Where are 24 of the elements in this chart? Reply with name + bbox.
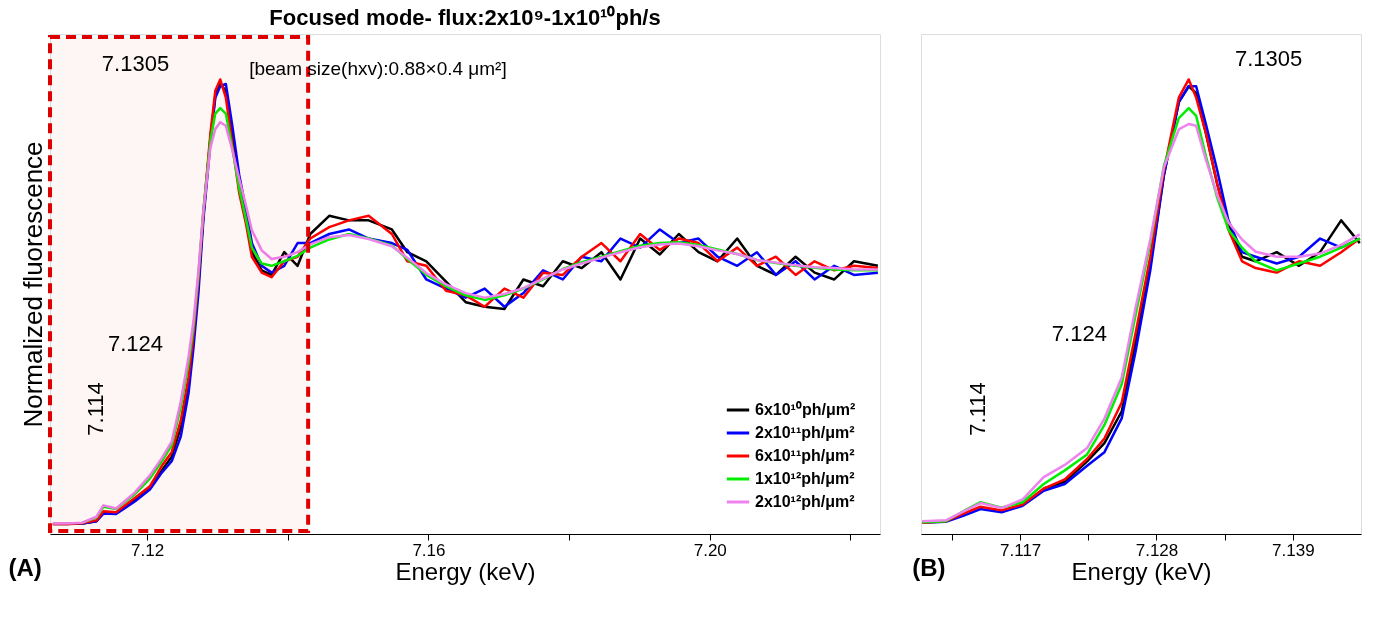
annotation: 7.124 — [1051, 321, 1107, 346]
annotation: 7.114 — [965, 382, 991, 436]
x-axis-title: Energy (keV) — [1071, 557, 1212, 585]
text: 7.1305 — [1234, 46, 1303, 71]
legend-label: 6x10¹¹ph/μm² — [755, 447, 855, 464]
x-axis-title: Energy (keV) — [395, 557, 536, 585]
text: (B) — [912, 554, 946, 581]
x-tick-label: 7.20 — [693, 540, 727, 560]
legend-label: 2x10¹¹ph/μm² — [755, 424, 855, 441]
text: (A) — [8, 554, 42, 581]
text: [beam size(hxv):0.88×0.4 μm²] — [249, 58, 507, 79]
x-tick-label: 7.12 — [131, 540, 165, 560]
annotation: 7.114 — [83, 382, 109, 436]
x-tick-label: 7.128 — [1135, 540, 1179, 560]
x-tick-label: 7.139 — [1272, 540, 1315, 560]
text: 7.1305 — [101, 51, 170, 76]
x-tick-label: 7.16 — [412, 540, 446, 560]
x-tick-label: 7.117 — [1000, 540, 1042, 560]
annotation: 7.124 — [107, 331, 164, 356]
chart-title: Focused mode- flux:2x10⁹-1x10¹⁰ph/s — [269, 5, 661, 30]
legend-label: 2x10¹²ph/μm² — [755, 493, 855, 510]
legend-label: 1x10¹²ph/μm² — [755, 470, 855, 487]
y-axis-title: Normalized fluorescence — [17, 141, 48, 428]
legend-label: 6x10¹⁰ph/μm² — [755, 401, 856, 418]
